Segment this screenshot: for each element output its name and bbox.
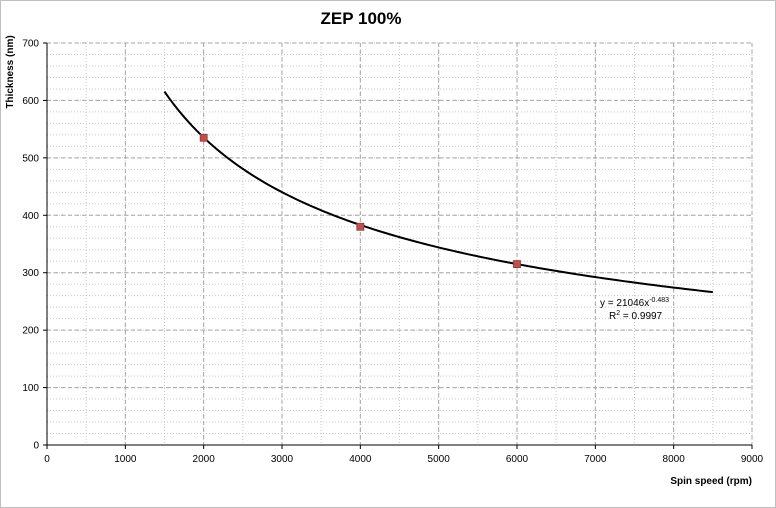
trendline — [163, 91, 713, 294]
chart-title: ZEP 100% — [320, 9, 402, 28]
x-tick-label: 8000 — [663, 454, 686, 465]
x-axis-label: Spin speed (rpm) — [670, 476, 752, 487]
y-tick-label: 400 — [22, 211, 39, 222]
r2-value: = 0.9997 — [620, 311, 662, 322]
x-tick-label: 4000 — [349, 454, 372, 465]
y-tick-label: 600 — [22, 96, 39, 107]
x-tick-label: 2000 — [193, 454, 216, 465]
y-tick-label: 0 — [33, 441, 39, 452]
equation-prefix: y = 21046x — [600, 298, 649, 309]
x-tick-label: 3000 — [271, 454, 294, 465]
r-squared: R2 = 0.9997 — [609, 310, 663, 322]
x-tick-label: 9000 — [741, 454, 764, 465]
r2-prefix: R — [609, 311, 616, 322]
data-points — [199, 133, 521, 269]
data-point — [199, 133, 208, 142]
y-tick-label: 100 — [22, 383, 39, 394]
axes — [43, 42, 753, 449]
x-tick-label: 7000 — [584, 454, 607, 465]
x-tick-label: 5000 — [428, 454, 451, 465]
x-tick-label: 1000 — [114, 454, 137, 465]
y-tick-label: 700 — [22, 39, 39, 50]
y-tick-label: 300 — [22, 268, 39, 279]
trendline-equation: y = 21046x-0.483 — [600, 297, 669, 309]
y-tick-label: 200 — [22, 326, 39, 337]
grid-lines — [46, 42, 753, 446]
x-tick-label: 6000 — [506, 454, 529, 465]
y-axis-label: Thickness (nm) — [5, 35, 16, 108]
data-point — [356, 222, 365, 231]
r2-exponent: 2 — [616, 310, 620, 317]
x-tick-label: 0 — [44, 454, 50, 465]
data-point — [513, 260, 521, 269]
tick-labels: 0 1000 2000 3000 4000 5000 6000 7000 8000 9000 0 10… — [22, 39, 763, 466]
y-tick-label: 500 — [22, 153, 39, 164]
equation-exponent: -0.483 — [649, 297, 669, 304]
